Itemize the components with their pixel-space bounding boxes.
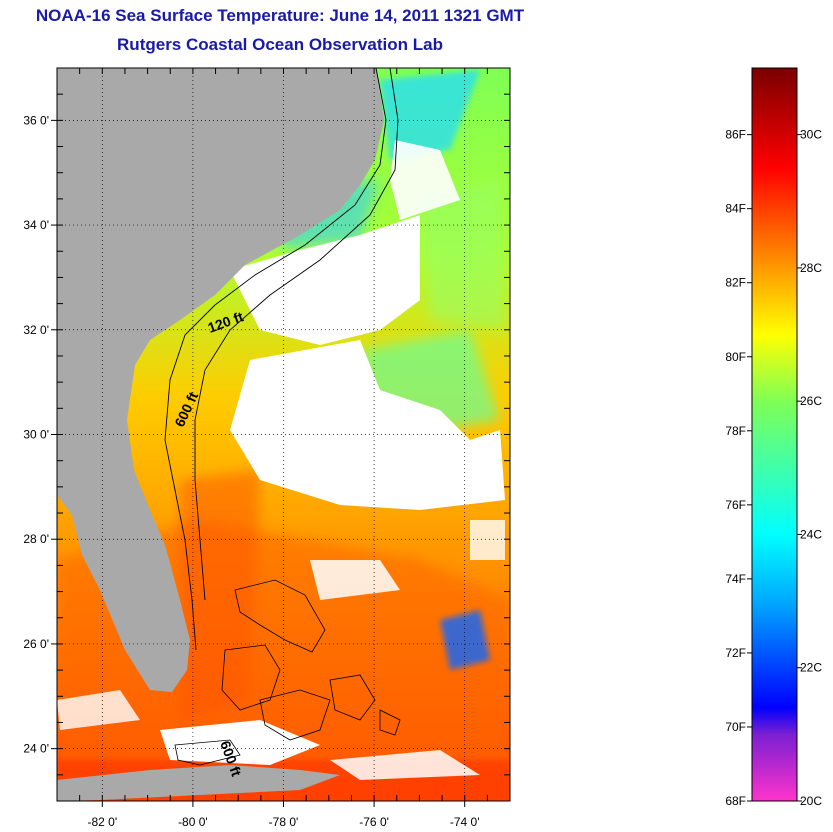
latitude-labels: 24 0' 26 0' 28 0' 30 0' 32 0' 34 0' 36 0' — [23, 113, 49, 755]
colorbar-f-label: 84F — [725, 202, 746, 216]
lat-tick-label: 32 0' — [23, 323, 49, 337]
lat-tick-label: 36 0' — [23, 113, 49, 127]
colorbar-fahrenheit-labels: 86F 84F 82F 80F 78F 76F 74F 72F 70F 68F — [725, 128, 746, 808]
longitude-labels: -82 0' -80 0' -78 0' -76 0' -74 0' — [87, 815, 479, 829]
colorbar-c-label: 20C — [800, 794, 822, 808]
colorbar-c-label: 30C — [800, 128, 822, 142]
map-subtitle: Rutgers Coastal Ocean Observation Lab — [117, 35, 443, 54]
colorbar-c-label: 26C — [800, 394, 822, 408]
colorbar-f-label: 70F — [725, 720, 746, 734]
lat-tick-label: 24 0' — [23, 742, 49, 756]
colorbar — [751, 67, 798, 802]
colorbar-f-label: 78F — [725, 424, 746, 438]
cloud-mask — [57, 140, 505, 780]
colorbar-f-label: 80F — [725, 350, 746, 364]
lon-tick-label: -82 0' — [87, 815, 117, 829]
colorbar-c-label: 22C — [800, 661, 822, 675]
map-title: NOAA-16 Sea Surface Temperature: June 14… — [35, 6, 525, 25]
lon-tick-label: -78 0' — [269, 815, 299, 829]
colorbar-f-label: 86F — [725, 128, 746, 142]
colorbar-c-label: 24C — [800, 527, 822, 541]
colorbar-f-label: 76F — [725, 498, 746, 512]
lat-tick-label: 28 0' — [23, 532, 49, 546]
colorbar-f-label: 82F — [725, 276, 746, 290]
lat-tick-label: 34 0' — [23, 218, 49, 232]
lon-tick-label: -74 0' — [450, 815, 480, 829]
colorbar-f-label: 74F — [725, 572, 746, 586]
colorbar-f-label: 68F — [725, 794, 746, 808]
land-mass — [57, 68, 384, 692]
colorbar-celsius-labels: 30C 28C 26C 24C 22C 20C — [800, 128, 822, 808]
lat-tick-label: 26 0' — [23, 637, 49, 651]
colorbar-c-label: 28C — [800, 261, 822, 275]
lat-tick-label: 30 0' — [23, 428, 49, 442]
colorbar-f-label: 72F — [725, 646, 746, 660]
lon-tick-label: -76 0' — [359, 815, 389, 829]
lon-tick-label: -80 0' — [178, 815, 208, 829]
